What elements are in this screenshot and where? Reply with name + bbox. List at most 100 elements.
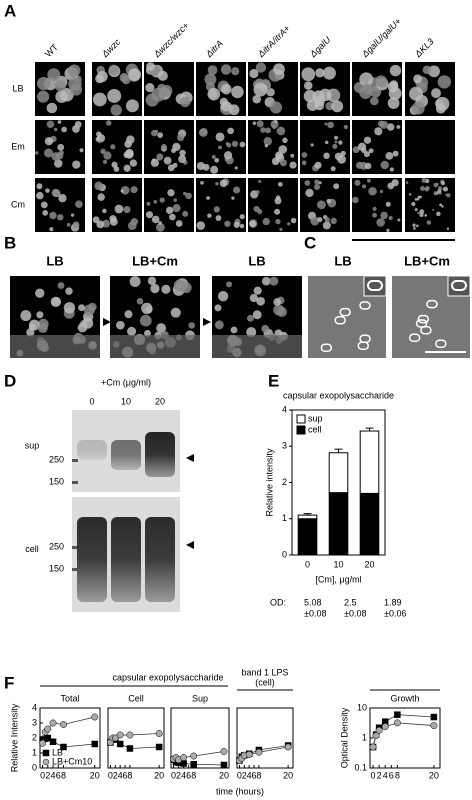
- colony: [322, 66, 336, 80]
- colony: [97, 193, 105, 201]
- colony: [54, 159, 63, 168]
- legend-swatch: [296, 414, 306, 424]
- colony: [262, 217, 270, 226]
- treatment-label: +Cm (μg/ml): [101, 377, 151, 387]
- colony: [207, 213, 212, 218]
- colony: [260, 127, 266, 133]
- y-tick-label: 1: [282, 513, 287, 523]
- colony: [388, 87, 402, 100]
- colony: [110, 144, 116, 150]
- marker: [180, 754, 188, 761]
- colony: [379, 189, 384, 194]
- plot-frame: [107, 707, 165, 769]
- colony: [139, 314, 152, 327]
- colony: [66, 222, 71, 227]
- x-axis-label: time (hours): [216, 786, 264, 796]
- colony: [372, 212, 377, 218]
- panel-label: A: [4, 1, 16, 20]
- colony: [256, 120, 264, 128]
- colony: [330, 217, 337, 225]
- lane-label: 20: [155, 396, 165, 406]
- x-tick-label: 4: [181, 770, 186, 780]
- bar: [328, 492, 349, 556]
- od-value: 5.08: [304, 597, 322, 607]
- colony: [446, 193, 451, 198]
- colony: [214, 320, 224, 330]
- colony: [387, 182, 395, 190]
- colony: [111, 161, 118, 168]
- smear: [77, 440, 107, 460]
- bar: [359, 492, 380, 556]
- colony: [231, 196, 235, 200]
- colony: [47, 68, 61, 82]
- colony: [224, 220, 231, 227]
- colony: [136, 297, 144, 305]
- colony: [226, 281, 233, 288]
- colony: [314, 161, 322, 169]
- colony: [375, 75, 388, 88]
- colony: [151, 129, 158, 137]
- colony: [124, 310, 133, 319]
- panel-label: B: [4, 233, 16, 252]
- x-tick-label: 10: [333, 559, 343, 569]
- x-tick-label: 8: [256, 770, 261, 780]
- colony: [105, 120, 112, 126]
- colony: [269, 101, 283, 114]
- colony: [362, 184, 367, 189]
- colony: [92, 92, 107, 107]
- colony: [38, 323, 48, 334]
- photo: [144, 178, 194, 232]
- colony: [128, 68, 142, 82]
- od-label: OD:: [270, 597, 286, 607]
- colony: [310, 216, 320, 226]
- colony: [40, 201, 48, 209]
- colony: [289, 161, 297, 169]
- colony: [276, 126, 286, 136]
- colony: [413, 74, 423, 84]
- marker-band: [72, 546, 78, 549]
- colony: [46, 120, 55, 129]
- colony: [440, 181, 445, 186]
- marker: [126, 745, 134, 752]
- colony: [96, 220, 105, 229]
- colony: [114, 204, 124, 214]
- colony: [359, 72, 374, 87]
- colony: [227, 127, 234, 135]
- marker: [381, 723, 389, 731]
- colony: [273, 63, 285, 76]
- marker: [91, 740, 99, 748]
- marker-band: [72, 481, 78, 484]
- marker: [430, 713, 438, 721]
- column-label: ΔgalU: [307, 34, 332, 59]
- colony: [366, 178, 371, 183]
- x-axis-label: [Cm], μg/ml: [315, 574, 361, 584]
- colony: [178, 155, 187, 163]
- marker: [190, 752, 198, 760]
- marker: [60, 721, 67, 728]
- marker: [190, 761, 197, 768]
- marker: [39, 739, 47, 747]
- colony: [157, 132, 163, 138]
- marker: [220, 761, 228, 769]
- colony: [102, 219, 110, 228]
- colony: [196, 161, 205, 170]
- colony: [389, 167, 394, 172]
- photo: [405, 120, 455, 174]
- marker: [220, 748, 228, 755]
- bar: [328, 452, 349, 494]
- colony: [273, 298, 281, 306]
- colony: [74, 120, 82, 128]
- colony: [387, 97, 400, 109]
- colony: [211, 154, 216, 159]
- colony: [426, 220, 432, 225]
- colony: [145, 211, 154, 219]
- colony: [37, 90, 50, 103]
- colony: [223, 151, 233, 160]
- y-tick-label: 1: [362, 732, 367, 742]
- colony: [127, 221, 137, 231]
- colony: [98, 140, 102, 144]
- colony: [340, 150, 346, 156]
- row-label: LB: [12, 83, 23, 93]
- colony: [156, 153, 164, 161]
- cell: [359, 334, 371, 343]
